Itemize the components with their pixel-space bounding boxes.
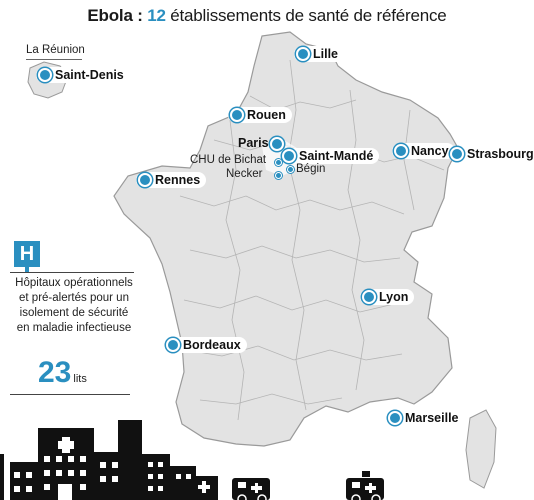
location-dot-icon [362, 290, 376, 304]
city-label: Lyon [379, 290, 409, 304]
beds-number: 23 [38, 356, 72, 389]
hospital-sign-post [25, 267, 29, 272]
city-saint-denis: Saint-Denis [36, 67, 130, 85]
location-dot-icon [282, 149, 296, 163]
city-label: Lille [313, 47, 339, 61]
city-label: Marseille [405, 411, 459, 425]
hospital-crosses [58, 437, 376, 493]
city-saint-mande: Saint-Mandé [280, 148, 380, 166]
beds-count: 23 lits [38, 356, 87, 390]
city-lille: Lille [294, 46, 345, 64]
city-label: Paris [238, 136, 269, 150]
location-dot-icon [38, 68, 52, 82]
location-dot-icon [138, 173, 152, 187]
location-dot-icon [166, 338, 180, 352]
city-rennes: Rennes [136, 172, 207, 190]
location-dot-icon [230, 108, 244, 122]
ambulance-wheels [237, 494, 381, 500]
city-bordeaux: Bordeaux [164, 337, 247, 355]
city-paris: Paris [238, 136, 269, 150]
city-label: Bordeaux [183, 338, 241, 352]
location-dot-icon [394, 144, 408, 158]
france-mainland [113, 31, 459, 447]
beds-unit: lits [73, 373, 87, 385]
city-strasbourg: Strasbourg [448, 146, 534, 164]
sidebar-bottom-rule [10, 394, 130, 395]
sidebar-description: Hôpitaux opérationnels et pré-alertés po… [15, 277, 133, 334]
corsica [465, 409, 497, 489]
city-label: Saint-Denis [55, 68, 124, 82]
title-prefix: Ebola : [87, 6, 148, 25]
location-dot-icon [296, 47, 310, 61]
begin-label: Bégin [296, 163, 326, 175]
city-rouen: Rouen [228, 107, 292, 125]
city-nancy: Nancy [392, 143, 455, 161]
skyline-windows [14, 456, 360, 500]
location-dot-icon [275, 172, 282, 179]
city-label: Nancy [411, 144, 449, 158]
city-lyon: Lyon [360, 289, 415, 307]
location-dot-icon [388, 411, 402, 425]
title-count: 12 [147, 6, 166, 25]
page-title: Ebola : 12 établissements de santé de ré… [0, 6, 534, 26]
city-marseille: Marseille [386, 410, 465, 428]
title-rest: établissements de santé de référence [165, 6, 447, 25]
sidebar-top-rule [10, 272, 134, 273]
necker-label: Necker [226, 168, 263, 180]
reunion-label: La Réunion [26, 44, 85, 56]
location-dot-icon [287, 166, 294, 173]
city-label: Rouen [247, 108, 286, 122]
city-label: Saint-Mandé [299, 149, 374, 163]
reunion-divider [26, 59, 82, 60]
city-label: Rennes [155, 173, 201, 187]
location-dot-icon [270, 137, 284, 151]
chu-bichat-label: CHU de Bichat [190, 154, 267, 166]
hospital-skyline [0, 428, 384, 500]
sidebar-hospital-building [118, 420, 142, 500]
hospital-h-icon: H [14, 241, 40, 267]
city-label: Strasbourg [467, 147, 534, 161]
location-dot-icon [275, 159, 282, 166]
location-dot-icon [450, 147, 464, 161]
